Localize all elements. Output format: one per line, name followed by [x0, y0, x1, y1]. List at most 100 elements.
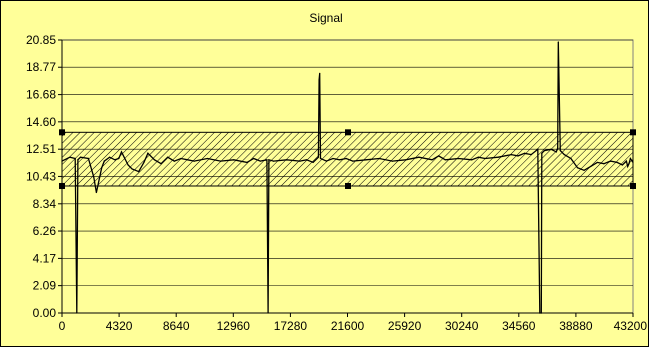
- series-line-0: [61, 41, 634, 314]
- data-point: [74, 157, 76, 160]
- data-point: [345, 157, 347, 160]
- y-tick-label: 20.85: [26, 33, 56, 47]
- x-tick-label: 21600: [331, 319, 365, 333]
- data-point: [625, 160, 627, 162]
- data-point: [471, 159, 473, 161]
- data-point: [101, 167, 103, 169]
- data-point: [629, 157, 631, 160]
- data-point: [312, 161, 314, 164]
- data-point: [193, 160, 195, 162]
- data-point: [206, 157, 208, 160]
- data-point: [319, 72, 321, 74]
- x-tick-label: 0: [59, 319, 66, 333]
- data-point: [77, 159, 79, 161]
- data-point: [325, 160, 327, 162]
- band-handle-3[interactable]: [345, 182, 351, 189]
- data-point: [563, 153, 565, 156]
- data-point: [405, 159, 407, 161]
- y-tick-label: 2.09: [33, 279, 57, 293]
- x-tick-label: 38880: [559, 319, 593, 333]
- x-tick-label: 25920: [388, 319, 422, 333]
- data-point: [616, 161, 618, 164]
- x-tick-label: 43200: [614, 319, 648, 333]
- x-tick-label: 12960: [217, 319, 251, 333]
- data-point: [627, 165, 629, 167]
- data-point: [555, 151, 557, 153]
- data-point: [103, 160, 105, 162]
- data-point: [510, 153, 512, 156]
- data-point: [268, 159, 270, 161]
- data-point: [220, 160, 222, 162]
- y-tick-label: 12.51: [26, 142, 56, 156]
- data-point: [79, 156, 82, 158]
- data-point: [365, 159, 367, 161]
- data-point: [246, 161, 248, 164]
- data-point: [160, 163, 162, 165]
- data-point: [180, 157, 182, 160]
- data-point: [530, 153, 532, 156]
- data-point: [431, 159, 433, 161]
- data-point: [332, 157, 334, 160]
- data-point: [570, 157, 572, 160]
- x-tick-label: 4320: [106, 319, 133, 333]
- data-point: [93, 176, 95, 178]
- data-point: [186, 159, 189, 161]
- data-point: [576, 167, 579, 169]
- data-point: [418, 156, 420, 158]
- data-point: [138, 170, 140, 173]
- data-point: [259, 160, 261, 162]
- data-point: [266, 159, 268, 161]
- data-point: [114, 159, 116, 161]
- data-point: [253, 157, 255, 160]
- data-point: [438, 155, 440, 157]
- data-point: [557, 147, 559, 149]
- data-point: [596, 161, 598, 164]
- y-tick-label: 18.77: [26, 60, 56, 74]
- data-point: [318, 79, 320, 81]
- data-point: [173, 160, 175, 162]
- data-point: [131, 168, 133, 170]
- data-point: [378, 157, 380, 160]
- data-point: [338, 159, 341, 161]
- band-handle-5[interactable]: [630, 182, 636, 189]
- data-point: [484, 157, 486, 160]
- data-point: [95, 191, 97, 194]
- x-tick-label: 8640: [163, 319, 190, 333]
- data-point: [147, 152, 149, 154]
- data-point: [628, 163, 630, 165]
- data-point: [233, 159, 235, 161]
- data-point: [541, 152, 543, 154]
- y-tick-label: 4.17: [33, 251, 57, 265]
- y-tick-label: 8.34: [33, 197, 57, 211]
- data-point: [621, 164, 624, 166]
- data-point: [609, 160, 612, 162]
- data-point: [537, 148, 539, 150]
- y-tick-label: 16.68: [26, 88, 56, 102]
- data-point: [590, 165, 592, 167]
- band-handle-4[interactable]: [630, 129, 636, 136]
- data-point: [559, 150, 561, 152]
- data-point: [153, 159, 156, 161]
- data-point: [143, 161, 145, 164]
- data-point: [108, 156, 111, 158]
- data-point: [557, 41, 559, 43]
- x-tick-label: 34560: [502, 319, 536, 333]
- data-point: [167, 156, 169, 158]
- data-point: [319, 157, 322, 160]
- data-point: [497, 156, 499, 158]
- data-point: [391, 160, 394, 162]
- data-point: [87, 157, 90, 160]
- data-point: [524, 152, 526, 154]
- band-handle-2[interactable]: [345, 129, 351, 136]
- data-point: [517, 155, 519, 157]
- y-tick-label: 0.00: [33, 306, 57, 320]
- data-point: [317, 156, 320, 158]
- x-tick-label: 17280: [274, 319, 308, 333]
- y-tick-label: 6.26: [33, 224, 57, 238]
- series-layer: [61, 41, 634, 314]
- data-point: [120, 151, 123, 153]
- data-point: [543, 150, 546, 152]
- data-point: [272, 160, 275, 162]
- data-point: [118, 157, 120, 160]
